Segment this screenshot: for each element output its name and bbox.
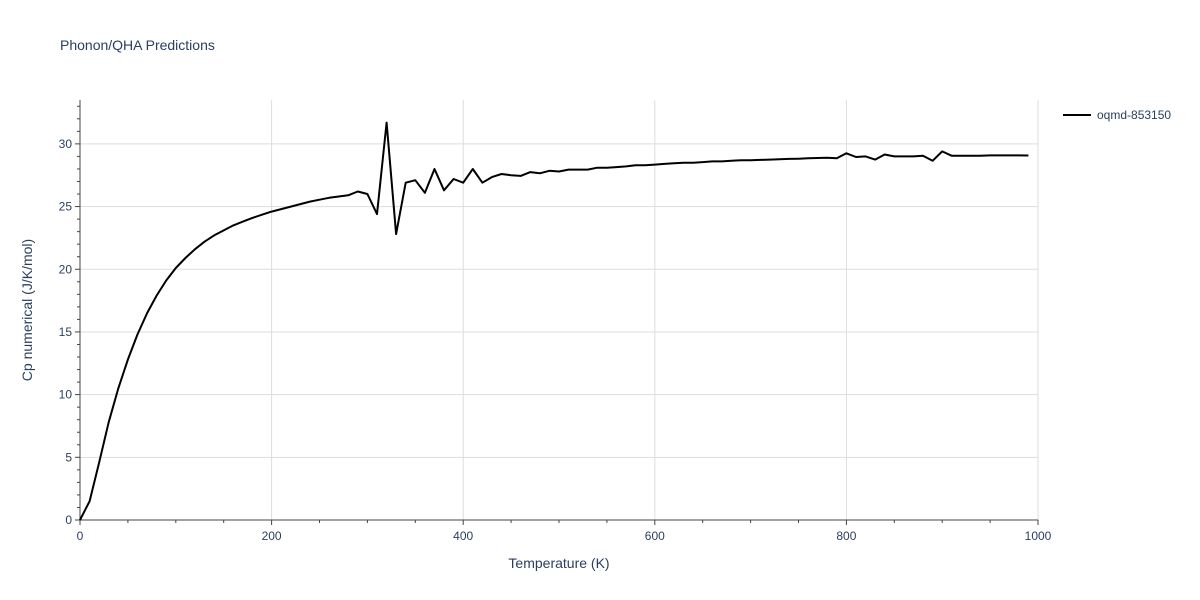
x-tick-label: 0	[77, 529, 84, 543]
axes	[75, 100, 1039, 525]
y-tick-label: 25	[59, 200, 73, 214]
x-tick-label: 400	[453, 529, 473, 543]
y-tick-label: 20	[59, 262, 73, 276]
y-tick-label: 0	[65, 513, 72, 527]
x-tick-label: 800	[836, 529, 856, 543]
series-line	[79, 121, 1029, 521]
x-tick-label: 200	[262, 529, 282, 543]
y-axis-label: Cp numerical (J/K/mol)	[19, 239, 35, 381]
chart-title: Phonon/QHA Predictions	[60, 37, 215, 53]
grid-lines	[80, 100, 1039, 520]
x-tick-labels: 0 200 400 600 800 1000	[77, 529, 1052, 543]
y-tick-label: 30	[59, 137, 73, 151]
legend-item-label: oqmd-853150	[1097, 108, 1171, 122]
y-tick-label: 5	[65, 450, 72, 464]
y-tick-label: 10	[59, 388, 73, 402]
series-layer	[79, 121, 1029, 521]
x-tick-label: 600	[645, 529, 665, 543]
y-tick-labels: 0 5 10 15 20 25 30	[59, 137, 73, 527]
legend[interactable]: oqmd-853150	[1063, 108, 1171, 122]
y-tick-label: 15	[59, 325, 73, 339]
x-axis-label: Temperature (K)	[508, 555, 609, 571]
x-tick-label: 1000	[1025, 529, 1052, 543]
